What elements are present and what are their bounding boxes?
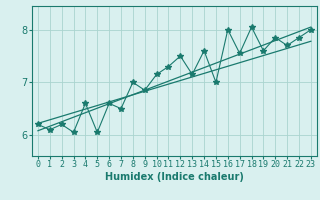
X-axis label: Humidex (Indice chaleur): Humidex (Indice chaleur) [105, 172, 244, 182]
